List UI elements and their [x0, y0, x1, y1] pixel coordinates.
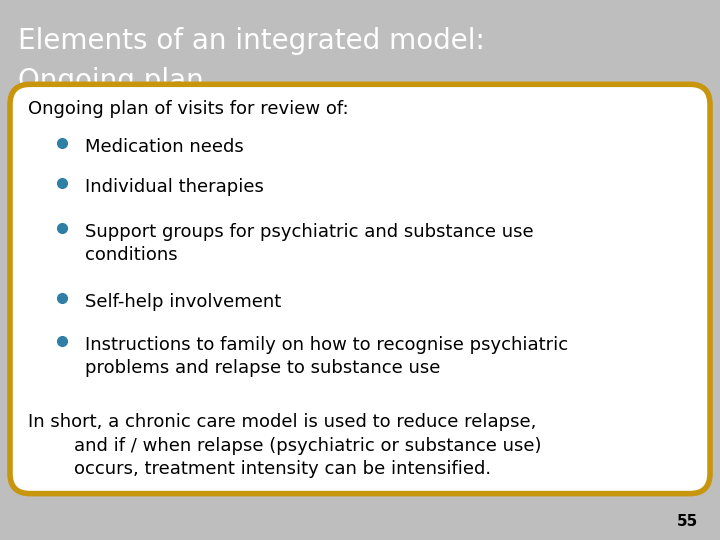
- Text: Elements of an integrated model:: Elements of an integrated model:: [18, 27, 485, 55]
- Text: Medication needs: Medication needs: [85, 138, 244, 156]
- FancyBboxPatch shape: [10, 84, 710, 494]
- Text: Support groups for psychiatric and substance use
conditions: Support groups for psychiatric and subst…: [85, 224, 534, 264]
- Text: 55: 55: [677, 514, 698, 529]
- Text: Ongoing plan: Ongoing plan: [18, 67, 204, 95]
- Text: Ongoing plan of visits for review of:: Ongoing plan of visits for review of:: [28, 100, 348, 118]
- Text: Self-help involvement: Self-help involvement: [85, 293, 282, 311]
- Text: Individual therapies: Individual therapies: [85, 178, 264, 197]
- Text: In short, a chronic care model is used to reduce relapse,
        and if / when : In short, a chronic care model is used t…: [28, 413, 541, 478]
- Text: Instructions to family on how to recognise psychiatric
problems and relapse to s: Instructions to family on how to recogni…: [85, 336, 568, 377]
